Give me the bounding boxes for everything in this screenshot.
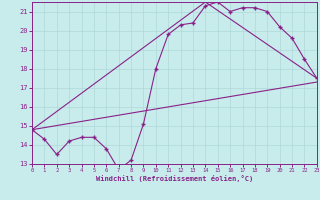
X-axis label: Windchill (Refroidissement éolien,°C): Windchill (Refroidissement éolien,°C) — [96, 175, 253, 182]
